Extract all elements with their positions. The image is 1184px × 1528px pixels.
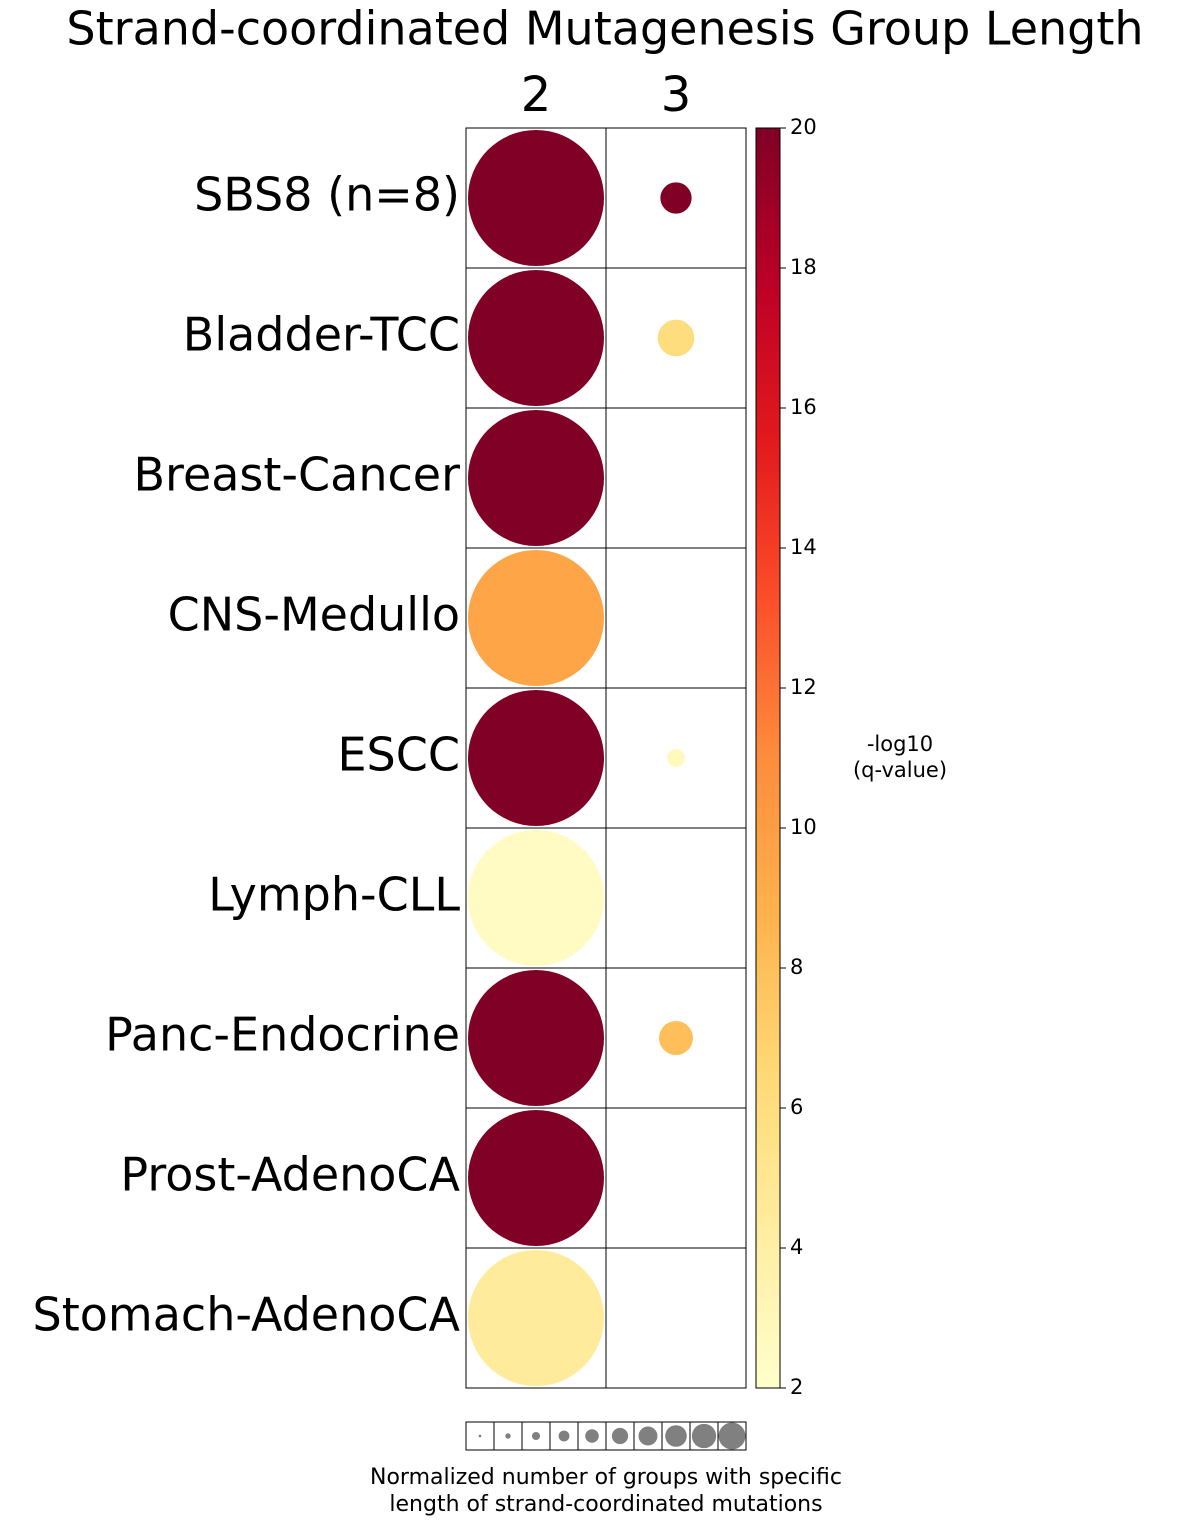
bubble — [468, 690, 604, 826]
colorbar-tick-label: 16 — [790, 395, 817, 419]
bubble — [659, 1021, 693, 1055]
row-label: Bladder-TCC — [183, 308, 460, 362]
bubble — [468, 1110, 604, 1246]
bubble — [468, 270, 604, 406]
colorbar-tick-label: 20 — [790, 115, 817, 139]
row-label: Stomach-AdenoCA — [33, 1288, 461, 1342]
bubble — [468, 970, 604, 1106]
size-legend-marker — [638, 1426, 658, 1446]
bubble — [657, 319, 695, 357]
size-legend-label: length of strand-coordinated mutations — [389, 1492, 822, 1517]
size-legend-marker — [665, 1425, 687, 1447]
colorbar-label: -log10 — [867, 732, 933, 756]
colorbar-tick-label: 2 — [790, 1375, 803, 1399]
size-legend-cell — [717, 1421, 747, 1451]
row-label: CNS-Medullo — [168, 588, 460, 642]
chart-title: Strand-coordinated Mutagenesis Group Len… — [66, 2, 1143, 56]
size-legend-marker — [478, 1434, 482, 1438]
bubble — [660, 182, 692, 214]
bubble — [468, 410, 604, 546]
cell — [605, 1107, 747, 1249]
colorbar-tick-label: 8 — [790, 955, 803, 979]
row-label: Lymph-CLL — [208, 868, 460, 922]
row-label: ESCC — [337, 728, 460, 782]
row-label: Breast-Cancer — [133, 448, 460, 502]
cell — [605, 547, 747, 689]
cell — [605, 827, 747, 969]
cell — [605, 1247, 747, 1389]
colorbar — [755, 127, 781, 1389]
bubble — [468, 130, 604, 266]
row-label: SBS8 (n=8) — [194, 168, 460, 222]
cell — [605, 407, 747, 549]
size-legend-marker — [505, 1433, 511, 1439]
column-label: 3 — [661, 67, 692, 123]
colorbar-tick-label: 18 — [790, 255, 817, 279]
bubble — [468, 550, 604, 686]
bubble — [667, 749, 685, 767]
column-label: 2 — [521, 67, 552, 123]
colorbar-tick-label: 6 — [790, 1095, 803, 1119]
bubble — [468, 830, 604, 966]
size-legend-marker — [531, 1431, 541, 1441]
bubble — [468, 1250, 604, 1386]
size-legend-marker — [558, 1430, 570, 1442]
size-legend-marker — [718, 1422, 746, 1450]
colorbar-tick-label: 12 — [790, 675, 817, 699]
row-label: Prost-AdenoCA — [120, 1148, 460, 1202]
colorbar-label: (q-value) — [853, 758, 947, 782]
size-legend-marker — [611, 1427, 629, 1445]
colorbar-tick-label: 14 — [790, 535, 817, 559]
row-label: Panc-Endocrine — [105, 1008, 460, 1062]
size-legend-label: Normalized number of groups with specifi… — [370, 1465, 842, 1490]
colorbar-tick-label: 4 — [790, 1235, 803, 1259]
size-legend-marker — [585, 1429, 599, 1443]
colorbar-tick-label: 10 — [790, 815, 817, 839]
size-legend-marker — [691, 1423, 717, 1449]
